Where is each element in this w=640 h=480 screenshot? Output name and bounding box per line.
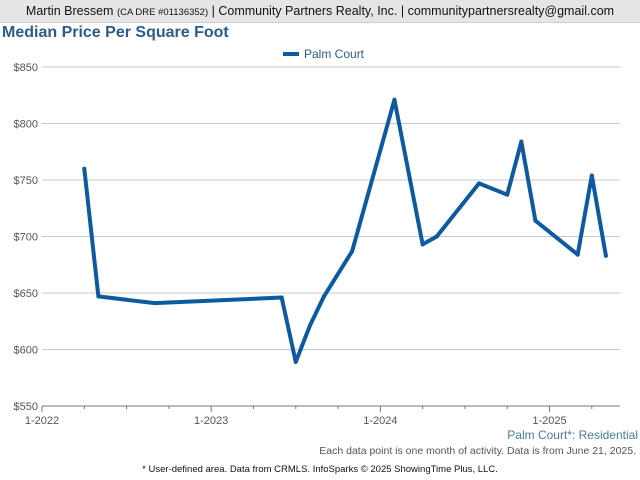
data-point	[505, 192, 510, 197]
header-separator-2: |	[400, 4, 405, 18]
data-point	[152, 301, 157, 306]
data-point	[293, 359, 298, 364]
y-tick-label: $850	[14, 62, 38, 74]
y-tick-label: $750	[14, 175, 38, 187]
header-separator-1: |	[211, 4, 215, 18]
header-bar: Martin Bressem (CA DRE #01136352) | Comm…	[0, 0, 640, 23]
x-tick-label: 1-2024	[363, 415, 397, 427]
data-note: Each data point is one month of activity…	[319, 445, 636, 457]
legend-label: Palm Court	[304, 47, 365, 61]
data-point	[575, 252, 580, 257]
data-point	[321, 294, 326, 299]
data-point	[603, 253, 608, 258]
agent-name: Martin Bressem	[25, 4, 114, 18]
y-tick-label: $800	[14, 119, 38, 131]
data-point	[392, 97, 397, 102]
data-point	[420, 242, 425, 247]
license-number: (CA DRE #01136352)	[116, 7, 209, 18]
data-point	[589, 173, 594, 178]
data-point	[533, 218, 538, 223]
x-tick-label: 1-2025	[532, 415, 566, 427]
area-label: Palm Court*: Residential	[507, 428, 638, 442]
data-point	[350, 249, 355, 254]
data-point	[519, 139, 524, 144]
agent-email[interactable]: communitypartnersrealty@gmail.com	[407, 4, 615, 18]
data-point	[96, 294, 101, 299]
chart-title: Median Price Per Square Foot	[2, 24, 229, 41]
data-point	[307, 323, 312, 328]
series-line-palm-court	[82, 97, 608, 364]
x-tick-label: 1-2022	[25, 415, 59, 427]
y-tick-label: $700	[14, 232, 38, 244]
x-tick-label: 1-2023	[194, 415, 228, 427]
y-tick-label: $550	[14, 401, 38, 413]
data-point	[82, 166, 87, 171]
data-credit: * User-defined area. Data from CRMLS. In…	[142, 464, 498, 475]
data-point	[279, 295, 284, 300]
y-tick-label: $650	[14, 288, 38, 300]
data-point	[477, 181, 482, 186]
company-name: Community Partners Realty, Inc.	[218, 4, 398, 18]
data-point	[434, 234, 439, 239]
y-tick-label: $600	[14, 345, 38, 357]
